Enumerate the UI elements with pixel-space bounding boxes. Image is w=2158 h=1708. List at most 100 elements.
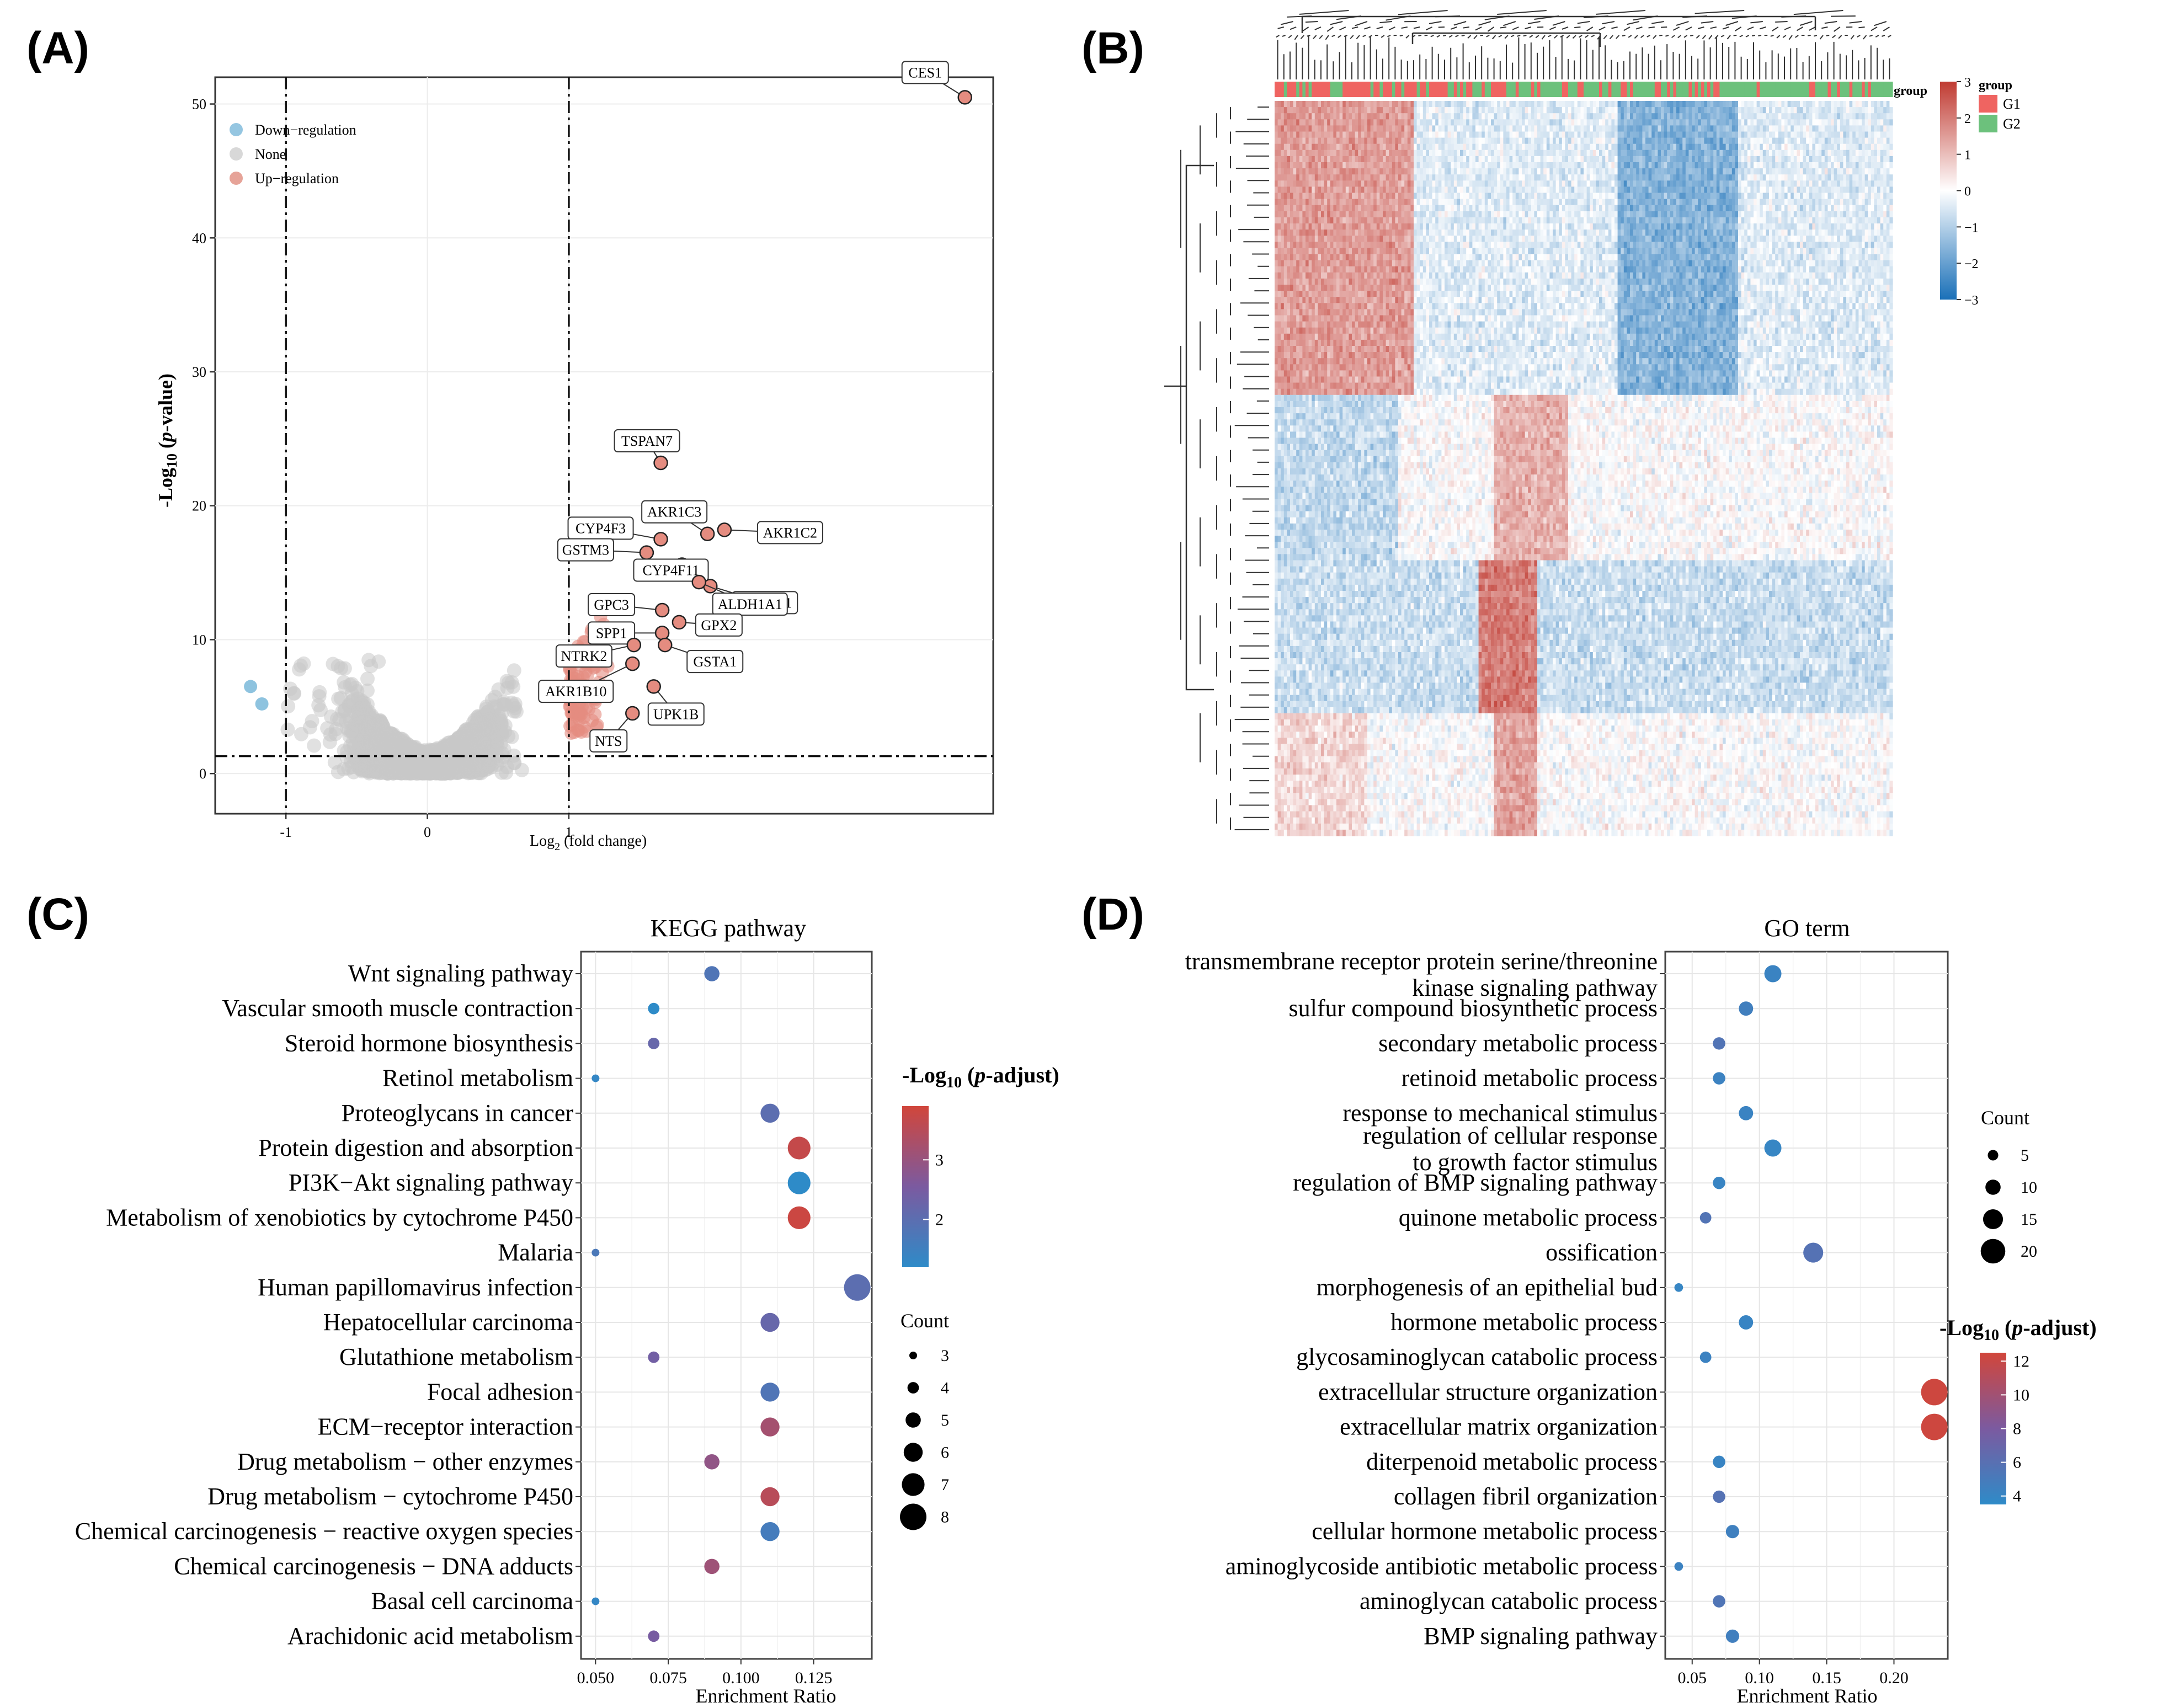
col-dendro-branch [1651, 21, 1664, 24]
none-point [280, 722, 295, 737]
group-cell [1333, 82, 1337, 97]
col-dendro-branch [1659, 35, 1663, 36]
gene-label: NTRK2 [561, 648, 607, 664]
heatmap-cell [1287, 113, 1291, 120]
heatmap-cell [1731, 125, 1735, 132]
heatmap-cell [1812, 101, 1816, 108]
heatmap-cell [1525, 131, 1528, 138]
heatmap-cell [1549, 113, 1553, 120]
heatmap-cell [1664, 125, 1667, 132]
gene-label: AKR1C3 [647, 504, 701, 520]
heatmap-cell [1283, 119, 1287, 126]
heatmap-cell [1543, 143, 1547, 151]
heatmap-cell [1525, 119, 1528, 126]
heatmap-cell [1667, 113, 1671, 120]
heatmap-cell [1367, 101, 1371, 108]
heatmap-cell [1633, 131, 1637, 138]
heatmap-cell [1314, 101, 1318, 108]
heatmap-cell [1756, 131, 1760, 138]
heatmap-cell [1630, 107, 1634, 114]
heatmap-cell [1395, 150, 1399, 157]
heatmap-cell [1453, 131, 1457, 138]
heatmap-cell [1843, 101, 1847, 108]
heatmap-cell [1522, 119, 1526, 126]
heatmap-cell [1877, 113, 1881, 120]
heatmap-cell [1460, 143, 1464, 151]
heatmap-cell [1543, 150, 1547, 157]
col-dendro-branch [1733, 35, 1737, 36]
heatmap-cell [1701, 107, 1704, 114]
heatmap-cell [1871, 107, 1874, 114]
heatmap-cell [1577, 137, 1581, 145]
heatmap-cell [1466, 125, 1470, 132]
volcano-threshold-lines [215, 77, 993, 814]
group-cell [1379, 82, 1383, 97]
heatmap-cell [1877, 119, 1881, 126]
heatmap-cell [1614, 131, 1618, 138]
none-point [452, 730, 467, 745]
heatmap-cell [1553, 125, 1557, 132]
heatmap-cell [1324, 143, 1328, 151]
heatmap-cell [1605, 143, 1609, 151]
heatmap-cell [1318, 101, 1322, 108]
heatmap-cell [1293, 131, 1297, 138]
heatmap-cell [1809, 125, 1813, 132]
heatmap-cell [1457, 150, 1461, 157]
heatmap-cell [1695, 107, 1698, 114]
heatmap-cell [1766, 125, 1770, 132]
group-cell [1281, 82, 1285, 97]
heatmap-cell [1840, 143, 1843, 151]
panel-letter-b: (B) [1081, 23, 1144, 73]
heatmap-cell [1422, 101, 1426, 108]
heatmap-cell [1549, 125, 1553, 132]
heatmap-cell [1673, 125, 1677, 132]
heatmap-cell [1543, 119, 1547, 126]
col-dendro-branch [1875, 35, 1879, 38]
col-dendro-branch [1725, 21, 1739, 26]
heatmap-cell [1617, 107, 1621, 114]
heatmap-cell [1883, 143, 1887, 151]
heatmap-cell [1416, 113, 1420, 120]
heatmap-cell [1401, 143, 1405, 151]
heatmap-cell [1361, 150, 1365, 157]
heatmap-cell [1463, 125, 1467, 132]
col-dendro-branch [1572, 35, 1576, 39]
heatmap-cell [1621, 131, 1624, 138]
heatmap-cell [1793, 119, 1797, 126]
heatmap-cell [1321, 150, 1325, 157]
heatmap-cell [1633, 143, 1637, 151]
panel-letter-d: (D) [1081, 889, 1144, 940]
heatmap-cell [1834, 131, 1837, 138]
heatmap-cell [1345, 119, 1349, 126]
col-dendro-branch [1697, 26, 1704, 29]
heatmap-cell [1512, 113, 1516, 120]
heatmap-cell [1559, 113, 1563, 120]
group-cell [1778, 82, 1782, 97]
heatmap-cell [1602, 137, 1606, 145]
heatmap-cell [1333, 113, 1337, 120]
heatmap-cell [1602, 107, 1606, 114]
group-cell [1463, 82, 1467, 97]
heatmap-cell [1840, 119, 1843, 126]
heatmap-cell [1429, 113, 1433, 120]
heatmap-cell [1321, 107, 1325, 114]
heatmap-cell [1352, 125, 1356, 132]
col-dendro-branch [1300, 35, 1304, 39]
none-point [293, 658, 308, 673]
heatmap-cell [1302, 150, 1306, 157]
heatmap-cell [1376, 125, 1380, 132]
heatmap-cell [1509, 131, 1513, 138]
heatmap-cell [1716, 107, 1720, 114]
heatmap-cell [1349, 150, 1352, 157]
heatmap-cell [1803, 101, 1807, 108]
heatmap-cell [1386, 119, 1389, 126]
heatmap-cell [1364, 101, 1368, 108]
heatmap-cell [1451, 131, 1454, 138]
heatmap-cell [1429, 107, 1433, 114]
heatmap-cell [1314, 125, 1318, 132]
heatmap-cell [1349, 119, 1352, 126]
heatmap-cell [1874, 101, 1878, 108]
heatmap-cell [1793, 107, 1797, 114]
volcano-y-tick-label: 0 [199, 766, 206, 782]
col-dendro-branch [1747, 26, 1754, 30]
